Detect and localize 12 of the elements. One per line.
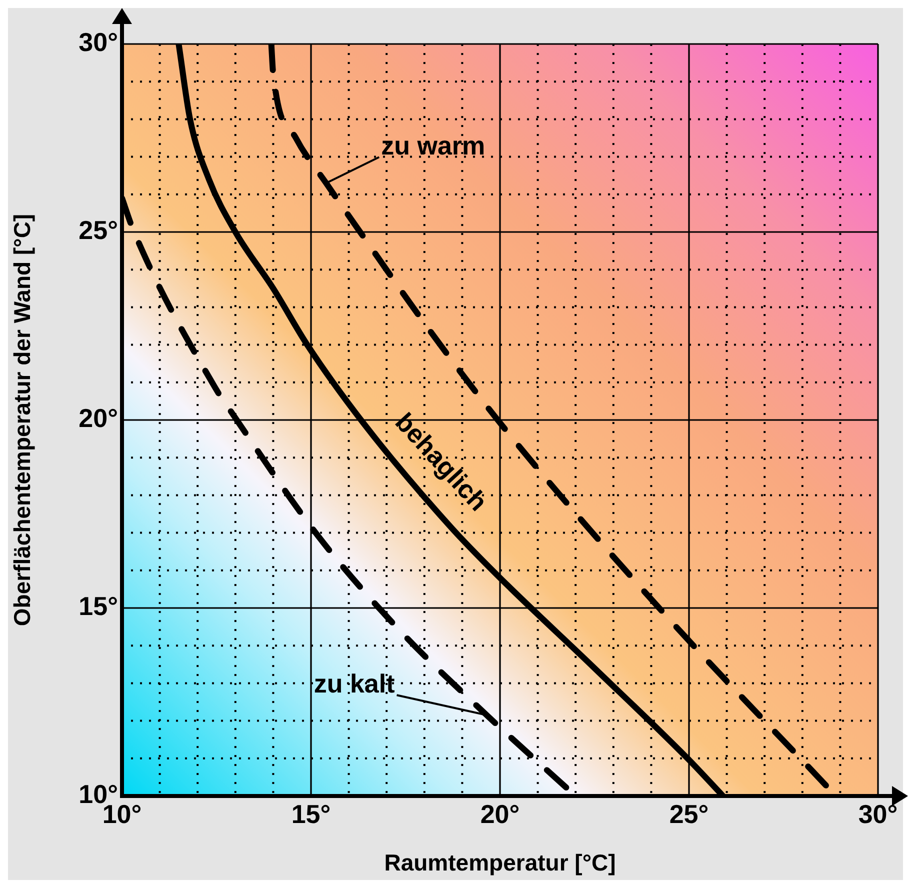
x-tick-label: 25° <box>669 798 709 829</box>
y-axis-title: Oberflächentemperatur der Wand [°C] <box>9 214 36 626</box>
text: zu warm <box>381 130 486 160</box>
x-axis-title: Raumtemperatur [°C] <box>384 850 616 876</box>
y-tick-label: 30° <box>78 27 118 58</box>
series-label: zu kalt <box>314 668 396 698</box>
y-tick-label: 20° <box>78 403 118 434</box>
y-tick-label: 25° <box>78 215 118 246</box>
x-tick-label: 20° <box>480 798 520 829</box>
y-tick-label: 15° <box>78 591 118 622</box>
x-tick-label: 15° <box>291 798 331 829</box>
x-tick-label: 30° <box>858 798 898 829</box>
